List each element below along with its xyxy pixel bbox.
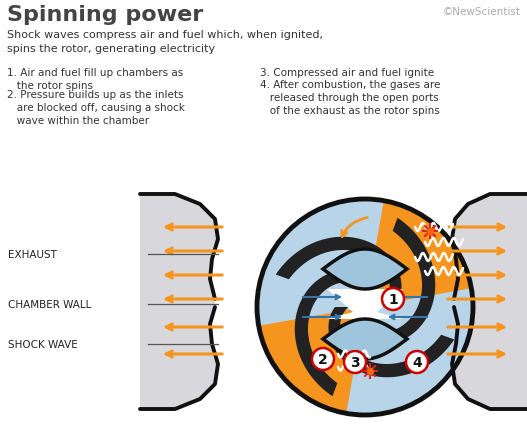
Text: Shock waves compress air and fuel which, when ignited,
spins the rotor, generati: Shock waves compress air and fuel which,… bbox=[7, 30, 323, 54]
Wedge shape bbox=[258, 201, 384, 326]
Text: 4: 4 bbox=[412, 355, 422, 369]
Text: 1: 1 bbox=[388, 293, 398, 306]
Polygon shape bbox=[328, 307, 454, 378]
Polygon shape bbox=[327, 289, 403, 319]
Wedge shape bbox=[346, 289, 472, 414]
Polygon shape bbox=[295, 271, 365, 396]
Text: CHAMBER WALL: CHAMBER WALL bbox=[8, 299, 91, 309]
Polygon shape bbox=[365, 218, 435, 344]
Circle shape bbox=[382, 288, 404, 310]
Circle shape bbox=[312, 348, 334, 370]
Circle shape bbox=[406, 351, 428, 373]
Polygon shape bbox=[323, 319, 407, 359]
Text: 3: 3 bbox=[350, 355, 360, 369]
Circle shape bbox=[257, 200, 473, 415]
Polygon shape bbox=[140, 194, 218, 409]
Circle shape bbox=[344, 351, 366, 373]
Polygon shape bbox=[323, 250, 407, 289]
Text: SHOCK WAVE: SHOCK WAVE bbox=[8, 339, 78, 349]
Text: 2: 2 bbox=[318, 352, 328, 366]
Polygon shape bbox=[276, 237, 402, 307]
Text: 1. Air and fuel fill up chambers as
   the rotor spins: 1. Air and fuel fill up chambers as the … bbox=[7, 68, 183, 91]
Text: 2. Pressure builds up as the inlets
   are blocked off, causing a shock
   wave : 2. Pressure builds up as the inlets are … bbox=[7, 90, 185, 126]
Text: Spinning power: Spinning power bbox=[7, 5, 203, 25]
Text: EXHAUST: EXHAUST bbox=[8, 250, 57, 260]
Text: 4. After combustion, the gases are
   released through the open ports
   of the : 4. After combustion, the gases are relea… bbox=[260, 80, 441, 116]
Polygon shape bbox=[452, 194, 527, 409]
Text: 3. Compressed air and fuel ignite: 3. Compressed air and fuel ignite bbox=[260, 68, 434, 78]
Text: ©NewScientist: ©NewScientist bbox=[443, 7, 521, 17]
